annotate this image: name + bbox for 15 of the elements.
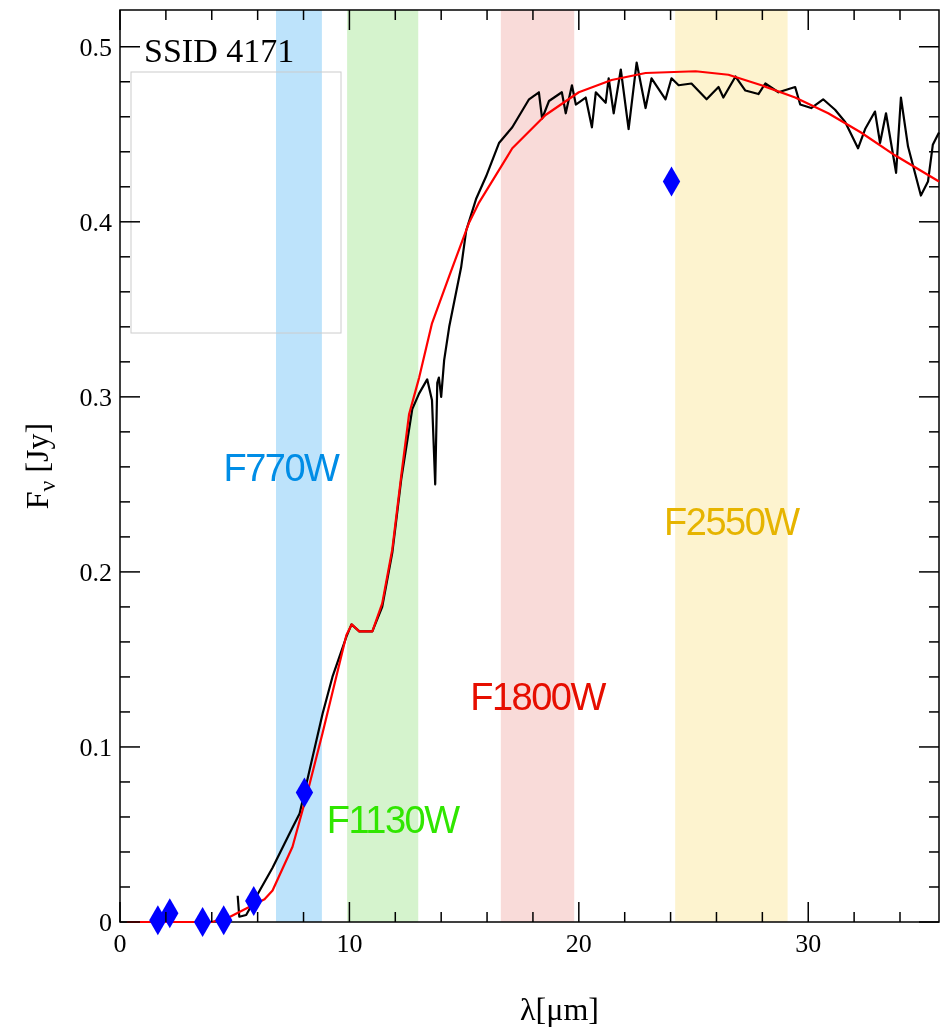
y-tick-label: 0 — [99, 908, 112, 938]
x-tick-label: 30 — [795, 929, 822, 958]
y-tick-label: 0.4 — [79, 207, 112, 237]
y-tick-label: 0.1 — [79, 733, 112, 763]
band-label: F1130W — [326, 799, 461, 842]
y-tick-label: 0.5 — [79, 32, 112, 62]
x-tick-label: 20 — [565, 929, 592, 958]
x-tick-label: 10 — [336, 929, 363, 958]
y-tick-label: 0.3 — [79, 382, 112, 412]
text: SSID 4171 — [144, 32, 295, 69]
x-axis-title: λ[μm] — [520, 991, 599, 1027]
band-label: F2550W — [664, 501, 801, 544]
y-tick-label: 0.2 — [79, 558, 112, 587]
band-label: F770W — [223, 447, 341, 490]
band-label: F1800W — [470, 676, 607, 719]
